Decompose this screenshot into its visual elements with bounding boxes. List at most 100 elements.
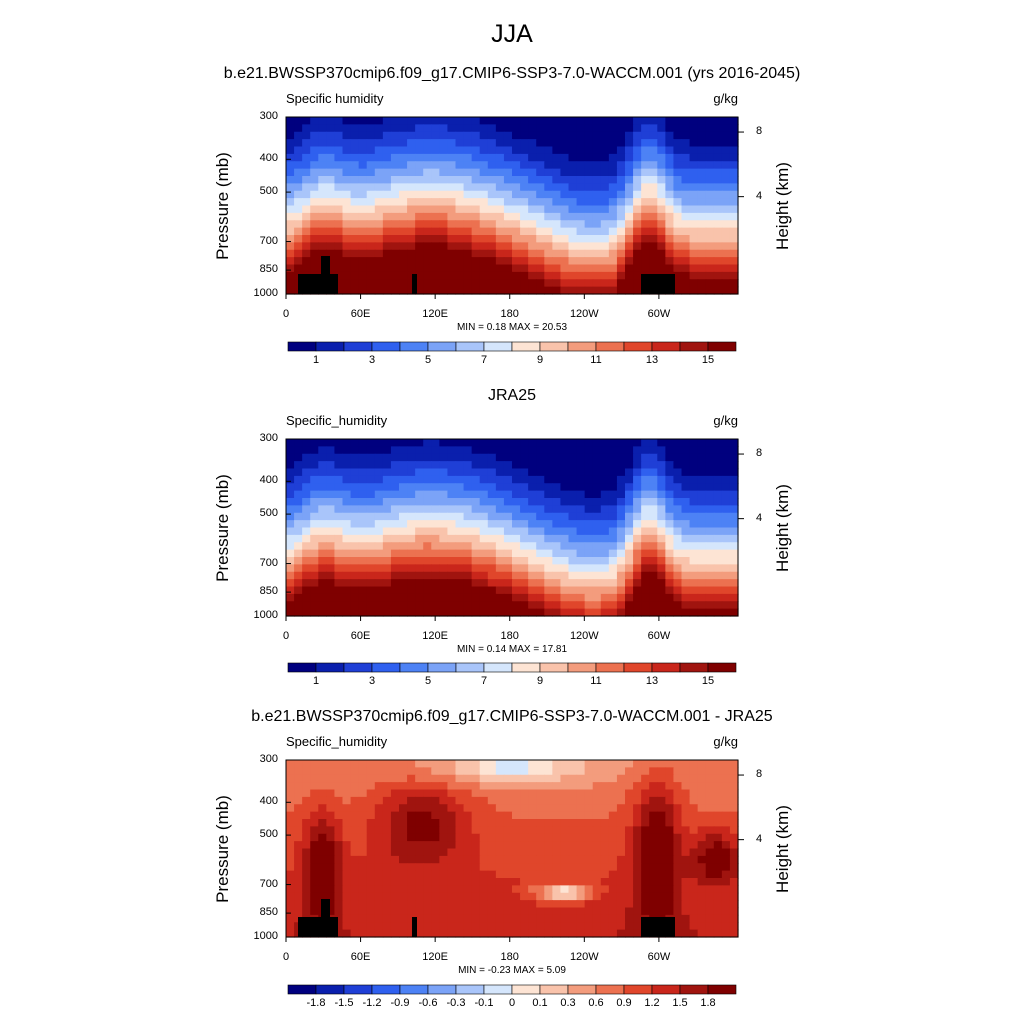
heatmap-cell xyxy=(294,826,303,835)
heatmap-cell xyxy=(334,826,344,835)
heatmap-cell xyxy=(625,453,634,462)
heatmap-cell xyxy=(342,520,352,529)
heatmap-cell xyxy=(673,878,683,886)
heatmap-cell xyxy=(528,760,537,768)
heatmap-cell xyxy=(431,557,440,565)
heatmap-cell xyxy=(560,534,570,543)
heatmap-cell xyxy=(318,774,327,783)
heatmap-cell xyxy=(431,774,440,783)
heatmap-cell xyxy=(560,774,570,783)
heatmap-cell xyxy=(608,811,618,820)
heatmap-cell xyxy=(689,855,699,864)
heatmap-cell xyxy=(366,453,376,462)
heatmap-cell xyxy=(407,139,416,148)
heatmap-cell xyxy=(673,505,683,514)
heatmap-cell xyxy=(407,542,416,551)
heatmap-cell xyxy=(512,124,521,133)
heatmap-cell xyxy=(536,900,545,909)
heatmap-cell xyxy=(455,183,465,192)
heatmap-cell xyxy=(350,534,360,543)
heatmap-cell xyxy=(431,796,440,805)
heatmap-cell xyxy=(625,841,634,850)
heatmap-cell xyxy=(463,475,473,484)
heatmap-cell xyxy=(447,527,457,536)
heatmap-cell xyxy=(374,527,384,536)
heatmap-cell xyxy=(463,767,473,776)
heatmap-cell xyxy=(310,608,319,617)
heatmap-cell xyxy=(366,483,376,492)
heatmap-cell xyxy=(390,900,400,909)
heatmap-cell xyxy=(294,198,303,207)
heatmap-cell xyxy=(302,796,311,805)
heatmap-cell xyxy=(713,767,723,776)
heatmap-cell xyxy=(310,520,319,529)
heatmap-cell xyxy=(431,483,440,492)
heatmap-cell xyxy=(366,892,376,901)
heatmap-cell xyxy=(568,579,578,588)
heatmap-cell xyxy=(503,789,513,798)
heatmap-cell xyxy=(673,146,683,155)
heatmap-cell xyxy=(625,498,634,506)
heatmap-cell xyxy=(616,257,626,266)
heatmap-cell xyxy=(431,446,440,455)
heatmap-cell xyxy=(641,586,650,595)
heatmap-cell xyxy=(536,586,545,595)
longitude-tick-label: 180 xyxy=(500,308,519,320)
heatmap-cell xyxy=(455,885,465,894)
heatmap-cell xyxy=(729,564,739,573)
heatmap-cell xyxy=(608,131,618,140)
heatmap-cell xyxy=(552,117,562,125)
heatmap-cell xyxy=(681,811,691,820)
heatmap-cell xyxy=(423,914,432,923)
heatmap-cell xyxy=(721,885,731,894)
heatmap-cell xyxy=(366,841,376,850)
heatmap-cell xyxy=(294,242,303,251)
colorbar-label: 5 xyxy=(424,675,432,687)
heatmap-cell xyxy=(592,811,602,820)
heatmap-cell xyxy=(366,579,376,588)
heatmap-cell xyxy=(439,914,449,923)
heatmap-cell xyxy=(366,527,376,536)
heatmap-cell xyxy=(560,271,570,280)
heatmap-cell xyxy=(487,767,497,776)
heatmap-cell xyxy=(633,220,642,229)
heatmap-cell xyxy=(358,571,368,580)
heatmap-cell xyxy=(568,833,578,842)
heatmap-cell xyxy=(415,271,424,280)
heatmap-cell xyxy=(616,878,626,886)
heatmap-cell xyxy=(528,833,537,842)
heatmap-cell xyxy=(423,131,432,140)
heatmap-cell xyxy=(286,767,295,776)
heatmap-cell xyxy=(625,198,634,207)
heatmap-cell xyxy=(584,520,594,529)
heatmap-cell xyxy=(681,205,691,214)
heatmap-cell xyxy=(600,789,610,798)
heatmap-cell xyxy=(616,161,626,170)
heatmap-cell xyxy=(407,601,416,610)
heatmap-cell xyxy=(520,870,529,879)
heatmap-cell xyxy=(495,557,505,565)
heatmap-cell xyxy=(286,161,295,170)
heatmap-cell xyxy=(358,914,368,923)
heatmap-cell xyxy=(350,564,360,573)
heatmap-cell xyxy=(374,483,384,492)
heatmap-cell xyxy=(431,767,440,776)
heatmap-cell xyxy=(536,774,545,783)
heatmap-cell xyxy=(350,601,360,610)
heatmap-cell xyxy=(536,220,545,229)
heatmap-cell xyxy=(487,774,497,783)
heatmap-cell xyxy=(697,271,707,280)
heatmap-cell xyxy=(487,929,497,938)
panel-title: JRA25 xyxy=(487,387,537,404)
heatmap-cell xyxy=(705,571,715,580)
heatmap-cell xyxy=(503,205,513,214)
heatmap-cell xyxy=(286,855,295,864)
heatmap-cell xyxy=(592,586,602,595)
heatmap-cell xyxy=(447,483,457,492)
heatmap-cell xyxy=(358,498,368,506)
heatmap-cell xyxy=(342,557,352,565)
colorbar-label: 7 xyxy=(480,675,488,687)
heatmap-cell xyxy=(625,571,634,580)
heatmap-cell xyxy=(407,124,416,133)
heatmap-cell xyxy=(382,490,392,499)
